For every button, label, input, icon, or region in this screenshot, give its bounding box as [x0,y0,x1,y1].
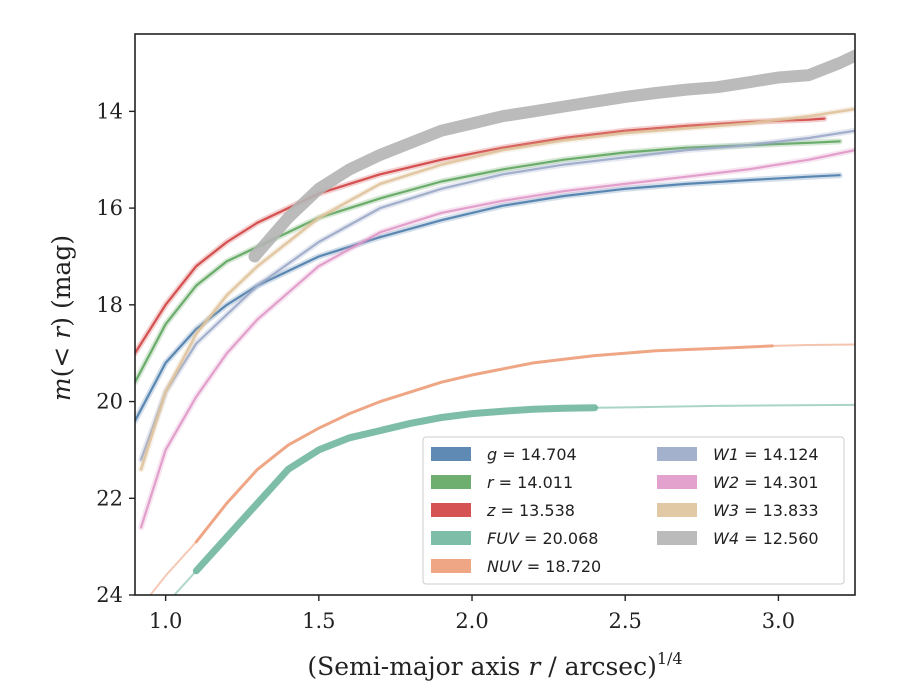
tick-layer: 1.0 1.5 2.0 2.5 3.0 14 16 18 20 22 24 [96,99,795,633]
x-tick-label: 2.0 [455,609,488,633]
y-tick-label: 18 [96,293,123,317]
legend-swatch-r [431,475,471,489]
legend-box [422,436,845,585]
x-tick-label: 1.5 [302,609,335,633]
legend-swatch-nuv [431,559,471,573]
legend-label-w2: W2 = 14.301 [713,473,819,492]
legend-swatch-w3 [657,503,697,517]
legend-label-nuv: NUV = 18.720 [487,557,601,576]
legend-label-w1: W1 = 14.124 [713,445,819,464]
x-axis-label: (Semi-major axis r / arcsec)1/4 [307,649,682,681]
series-layer [135,49,855,595]
legend-label-w4: W4 = 12.560 [713,529,819,548]
legend-label-w3: W3 = 13.833 [713,501,819,520]
series-w4-line [248,49,855,263]
series-nuv-extension [149,540,198,595]
legend: g = 14.704 r = 14.011 z = 13.538 FUV = 20.0… [422,436,845,585]
y-tick-label: 22 [96,486,123,510]
series-fuv-tail [593,403,855,409]
legend-label-z: z = 13.538 [486,501,575,520]
x-tick-label: 3.0 [762,609,795,633]
legend-label-r: r = 14.011 [487,473,573,492]
y-tick-label: 24 [96,583,123,607]
series-nuv-tail [771,343,855,347]
legend-swatch-z [431,503,471,517]
legend-label-fuv: FUV = 20.068 [487,529,598,548]
series-w3-line [139,107,855,471]
series-w2-line [140,149,855,529]
plot-frame [134,33,856,596]
y-tick-label: 14 [96,99,123,123]
series-z-line [135,117,826,355]
y-axis-label: m(< r) (mag) [47,235,76,401]
series-fuv-line [192,404,599,575]
legend-swatch-w2 [657,475,697,489]
legend-swatch-fuv [431,531,471,545]
x-tick-label: 2.5 [609,609,642,633]
legend-swatch-g [431,447,471,461]
series-nuv-line [194,344,774,544]
legend-label-g: g = 14.704 [487,445,577,464]
x-tick-label: 1.0 [149,609,182,633]
series-w1-line [140,129,855,461]
y-tick-label: 20 [96,390,123,414]
y-tick-label: 16 [96,196,123,220]
series-fuv-extension [173,569,198,595]
legend-swatch-w1 [657,447,697,461]
legend-swatch-w4 [657,531,697,545]
